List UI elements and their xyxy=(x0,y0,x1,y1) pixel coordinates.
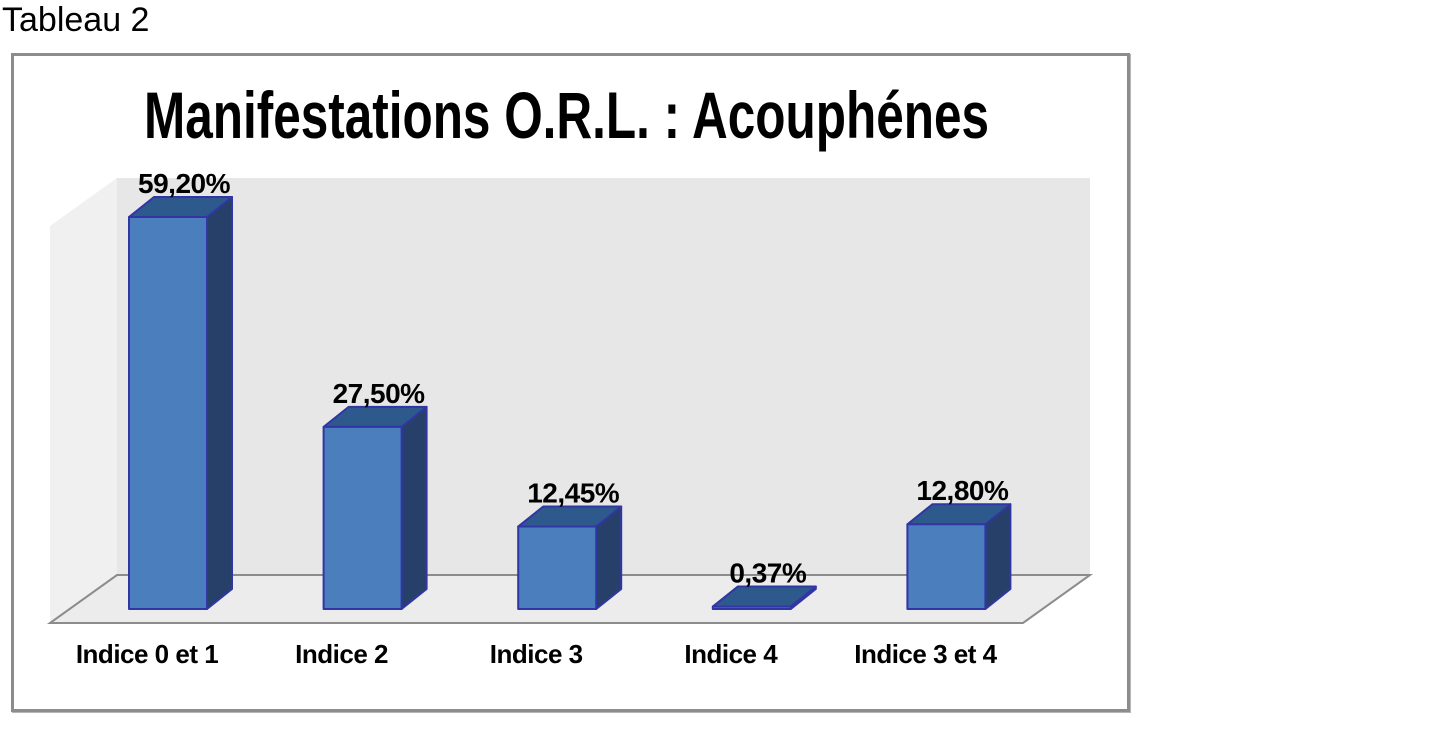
bar xyxy=(517,525,598,610)
value-label: 27,50% xyxy=(333,378,426,409)
bar-chart-3d: Manifestations O.R.L. : Acouphénes 59,20… xyxy=(46,78,1094,669)
bar xyxy=(711,605,792,611)
value-label: 59,20% xyxy=(138,168,231,199)
value-label: 12,80% xyxy=(916,475,1009,506)
bar xyxy=(322,425,403,610)
chart-title: Manifestations O.R.L. : Acouphénes xyxy=(144,78,989,152)
category-label: Indice 3 et 4 xyxy=(854,639,997,669)
value-label: 0,37% xyxy=(729,558,806,589)
category-label: Indice 3 xyxy=(490,639,583,669)
bars-group xyxy=(128,195,1012,611)
bar-side-face xyxy=(400,405,428,610)
chart-frame: Manifestations O.R.L. : Acouphénes 59,20… xyxy=(11,53,1130,712)
labels-group: 59,20% 27,50% 12,45% 0,37% 12,80% Indice 0 et… xyxy=(76,168,1010,669)
table-caption: Tableau 2 xyxy=(2,1,150,39)
category-label: Indice 4 xyxy=(684,639,778,669)
bar xyxy=(128,215,208,610)
value-label: 12,45% xyxy=(527,478,620,509)
side-wall xyxy=(50,178,117,623)
category-label: Indice 2 xyxy=(295,639,388,669)
bar xyxy=(906,523,987,610)
category-label: Indice 0 et 1 xyxy=(76,639,218,669)
bar-side-face xyxy=(206,195,233,610)
